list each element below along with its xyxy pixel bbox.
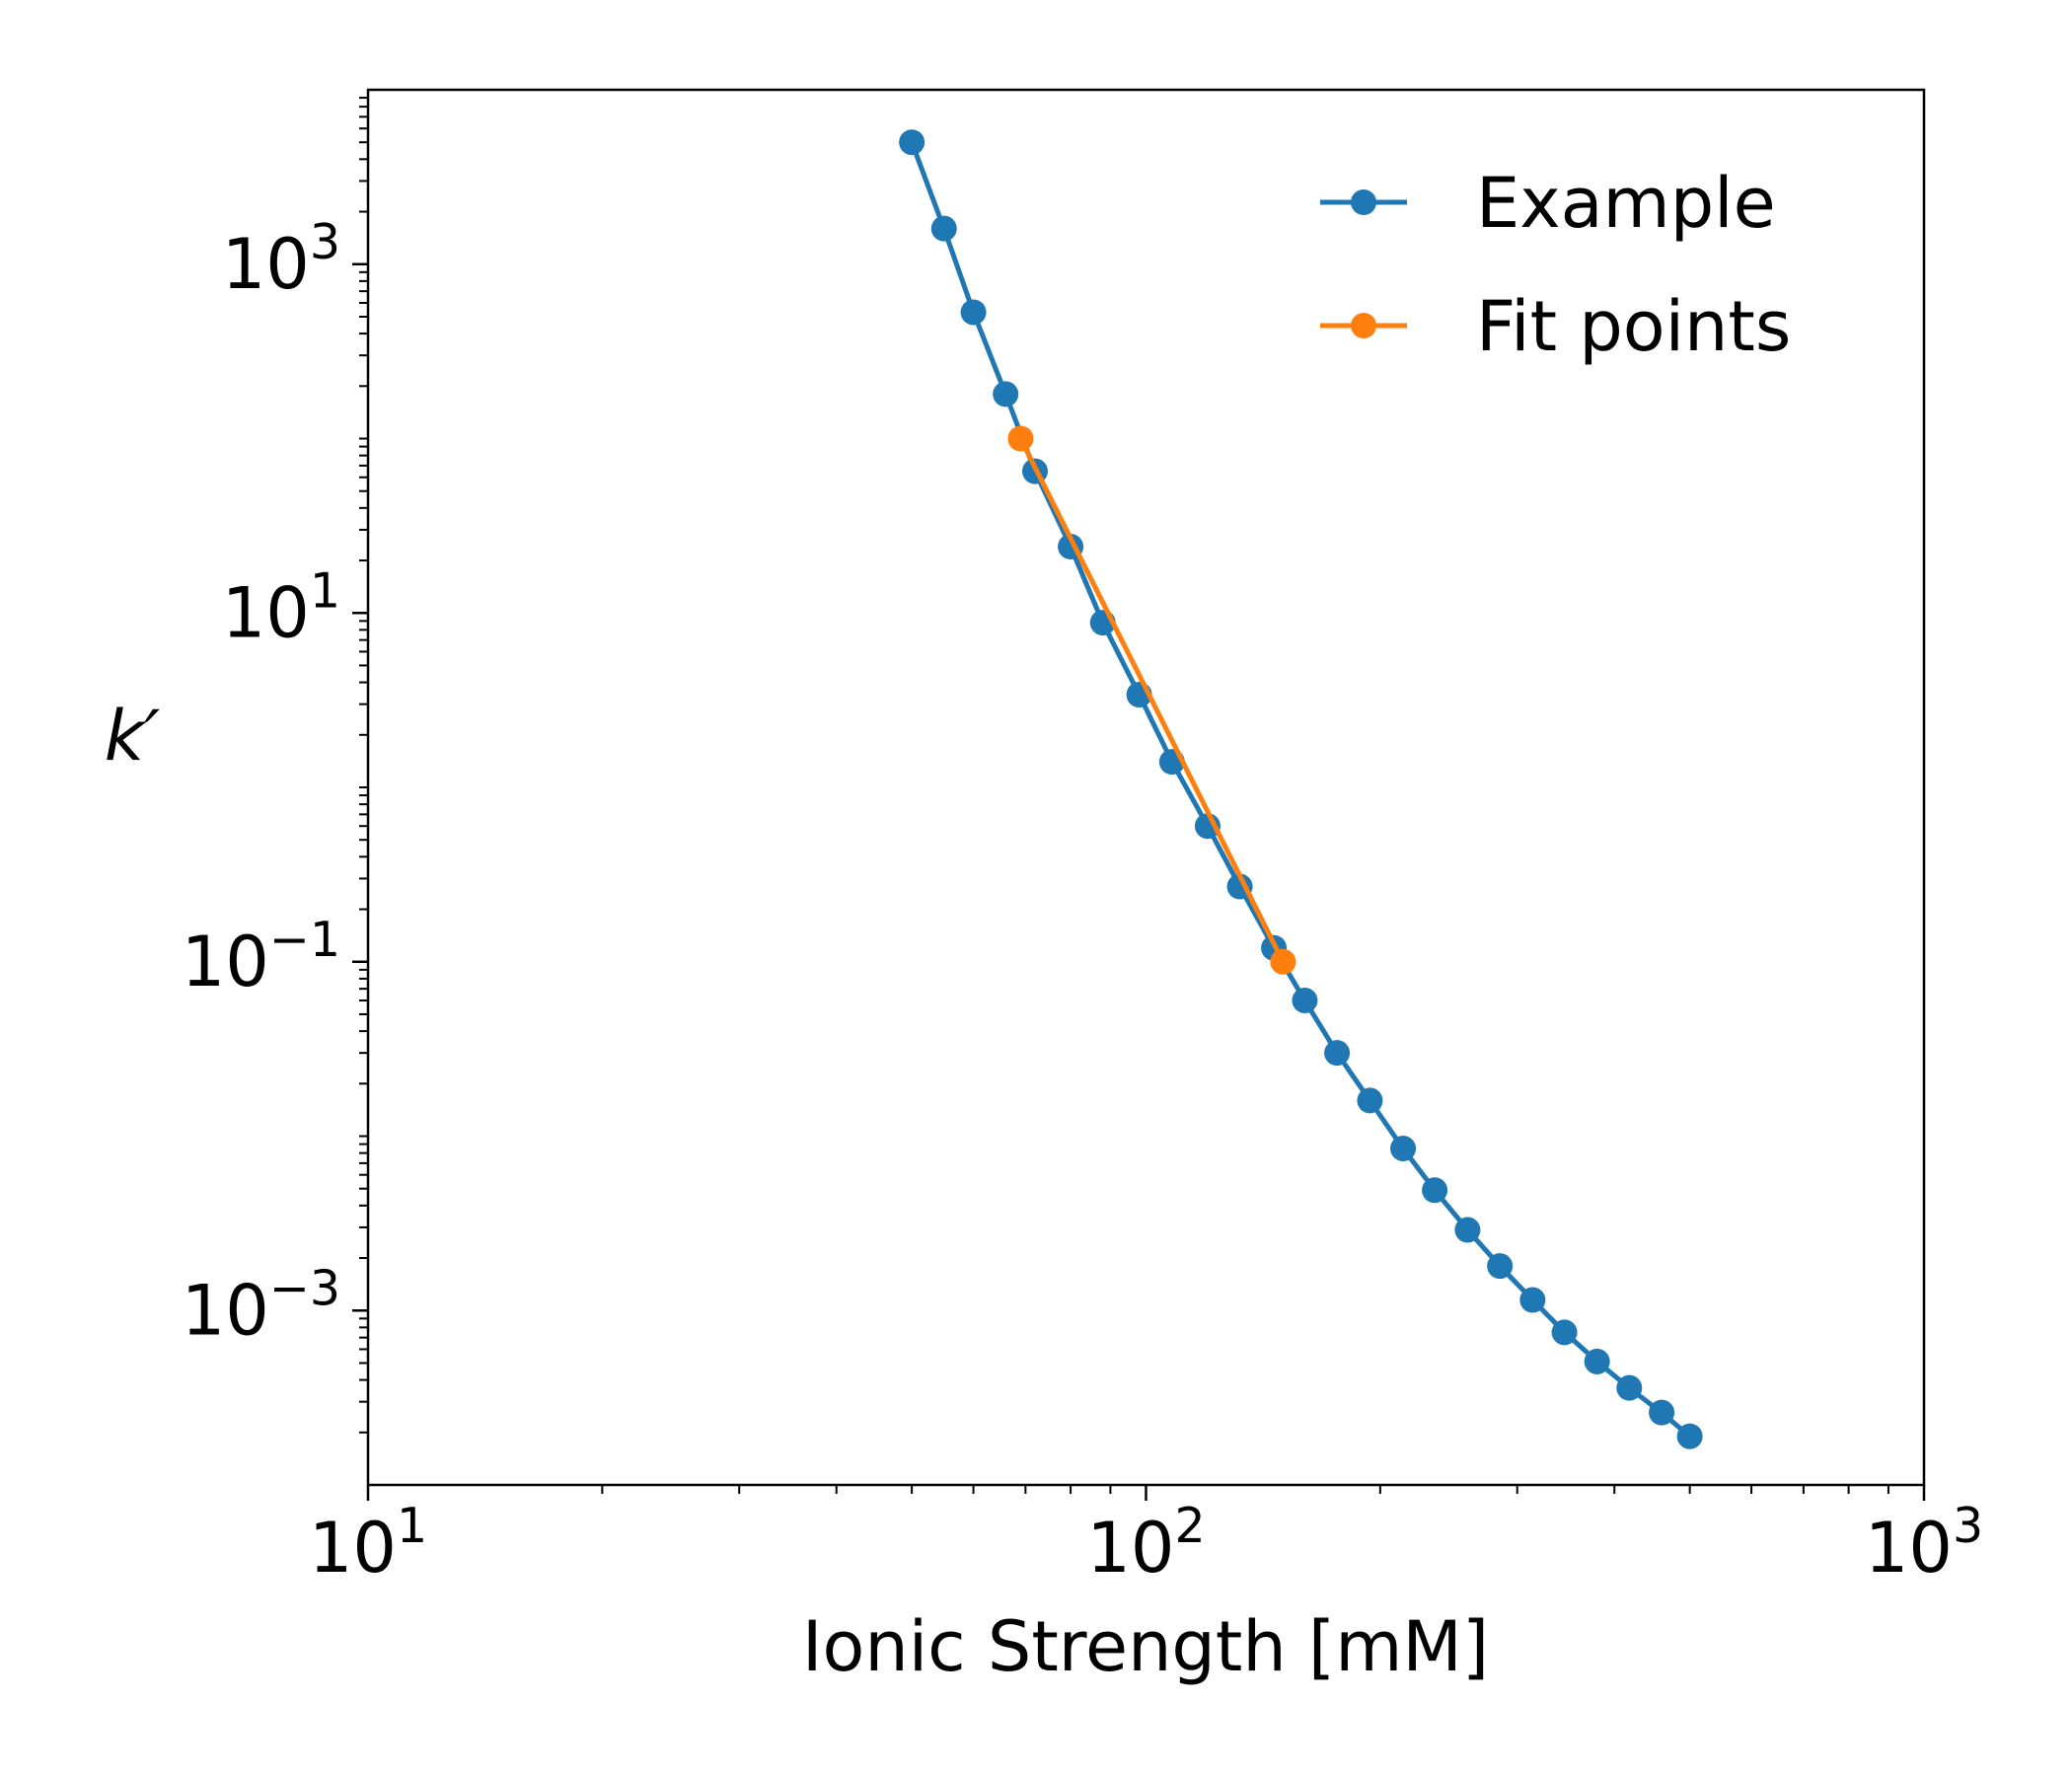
y-tick-label: 101 xyxy=(222,562,340,653)
y-axis-label: k′ xyxy=(105,696,161,777)
series-0-point xyxy=(1292,987,1318,1013)
legend-label: Example xyxy=(1476,163,1776,244)
series-0-point xyxy=(1324,1040,1351,1067)
x-axis-label: Ionic Strength [mM] xyxy=(802,1606,1489,1687)
series-0-point xyxy=(1422,1177,1448,1204)
x-tick-label: 103 xyxy=(1865,1498,1983,1589)
legend-label: Fit points xyxy=(1476,286,1791,367)
x-tick-label: 101 xyxy=(309,1498,427,1589)
y-tick-label: 10−1 xyxy=(182,912,340,1002)
legend-marker xyxy=(1351,189,1376,215)
series-line-1 xyxy=(1018,437,1286,963)
x-tick-label: 102 xyxy=(1086,1498,1205,1589)
series-0-point xyxy=(1616,1374,1643,1401)
legend-marker xyxy=(1351,313,1376,338)
series-0-point xyxy=(1551,1319,1578,1346)
series-0-point xyxy=(899,129,925,156)
series-0-point xyxy=(1357,1087,1383,1114)
series-0-point xyxy=(1454,1217,1481,1243)
series-0-point xyxy=(993,381,1019,407)
series-0-point xyxy=(1584,1348,1610,1374)
axis-ticks: 101 102 103 10−3 10−1 101 103 xyxy=(182,97,1983,1589)
series-0-point xyxy=(1676,1423,1703,1449)
legend: Example Fit points xyxy=(1320,163,1791,367)
plot-frame xyxy=(366,88,1926,1487)
series-0-point xyxy=(1649,1399,1675,1426)
series-1-point xyxy=(1270,948,1296,975)
series-0-point xyxy=(1519,1287,1546,1313)
y-tick-label: 103 xyxy=(222,214,340,305)
series-0-point xyxy=(930,215,957,242)
plot-area xyxy=(899,129,1703,1449)
series-0-point xyxy=(960,299,987,326)
y-tick-label: 10−3 xyxy=(182,1260,340,1351)
series-1-point xyxy=(1007,425,1034,452)
series-0-point xyxy=(1390,1135,1417,1161)
series-0-point xyxy=(1487,1253,1514,1280)
